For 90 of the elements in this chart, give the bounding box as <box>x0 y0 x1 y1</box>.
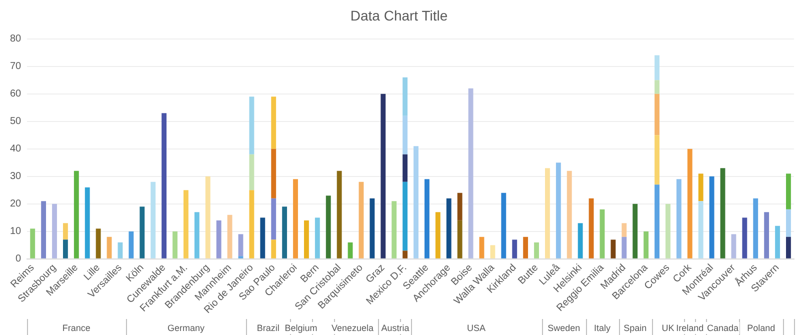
bar <box>52 204 57 258</box>
bar <box>402 77 408 116</box>
bar <box>271 198 276 240</box>
bar <box>424 179 430 258</box>
bar <box>260 218 266 258</box>
bar <box>63 240 68 258</box>
bar <box>687 148 692 258</box>
bar <box>140 206 145 258</box>
text: Brazil <box>256 323 280 333</box>
bar <box>184 190 188 258</box>
bar <box>238 234 244 256</box>
bar <box>709 176 714 258</box>
text: Sweden <box>548 323 580 333</box>
bar <box>162 113 167 258</box>
bar <box>556 162 561 258</box>
text: Venezuela <box>331 323 374 333</box>
bar <box>194 212 200 258</box>
y-tick-label: 10 <box>10 226 22 238</box>
bar <box>392 201 397 258</box>
bar <box>545 168 550 258</box>
bar <box>118 242 123 258</box>
bar <box>753 198 758 258</box>
bar <box>205 176 210 258</box>
bar <box>654 94 660 136</box>
bar <box>63 223 68 240</box>
bar <box>216 220 222 258</box>
bar <box>314 218 320 258</box>
bar <box>676 179 682 258</box>
bar <box>172 231 178 258</box>
bar <box>402 154 408 182</box>
text: France <box>62 323 90 333</box>
text: Germany <box>167 323 205 333</box>
bar <box>370 198 375 258</box>
bar <box>731 234 736 258</box>
bar <box>457 220 462 258</box>
bar <box>336 170 342 258</box>
y-tick-label: 40 <box>10 144 22 155</box>
bar <box>490 245 496 258</box>
text: Poland <box>747 323 776 333</box>
bar <box>468 88 474 258</box>
text: Belgium <box>284 323 318 333</box>
bar <box>534 242 539 258</box>
bar <box>644 231 649 258</box>
y-tick-label: 0 <box>16 254 22 265</box>
bar <box>600 209 605 258</box>
bar <box>282 206 288 258</box>
bar <box>501 192 506 258</box>
y-tick-label: 20 <box>10 198 22 210</box>
text: Austria <box>381 323 410 333</box>
bar <box>479 236 484 258</box>
y-tick-label: 70 <box>10 61 22 72</box>
y-tick-label: 60 <box>10 88 22 100</box>
bar <box>775 226 780 258</box>
bar <box>786 174 791 210</box>
bar <box>41 201 46 258</box>
bar <box>610 240 616 258</box>
text: Spain <box>624 323 647 333</box>
y-tick-label: 80 <box>10 34 22 45</box>
bar <box>764 212 770 258</box>
bar <box>512 240 518 258</box>
text: Canada <box>706 323 739 333</box>
bar <box>128 231 134 258</box>
bar <box>457 192 462 220</box>
bar <box>446 198 452 258</box>
bar <box>74 170 79 258</box>
bar <box>96 228 101 258</box>
bar <box>654 55 660 80</box>
chart-title: Data Chart Title <box>350 7 448 24</box>
bar <box>293 179 298 258</box>
bar <box>402 182 408 251</box>
y-tick-label: 50 <box>10 116 22 128</box>
bar <box>271 148 276 198</box>
bar <box>654 135 660 185</box>
bar <box>326 196 331 258</box>
bar <box>698 174 704 202</box>
bar <box>271 96 276 149</box>
bar <box>30 228 36 258</box>
bar <box>654 184 660 258</box>
text: Ireland <box>676 323 704 333</box>
y-tick-label: 30 <box>10 171 22 182</box>
bar <box>742 218 748 258</box>
text: UK <box>662 323 674 333</box>
text: Italy <box>594 323 611 333</box>
text: USA <box>467 323 486 333</box>
bar <box>84 187 90 258</box>
bar <box>720 168 726 258</box>
bar <box>249 96 254 154</box>
bar <box>106 236 112 258</box>
bar <box>632 204 638 258</box>
bar <box>622 223 627 237</box>
